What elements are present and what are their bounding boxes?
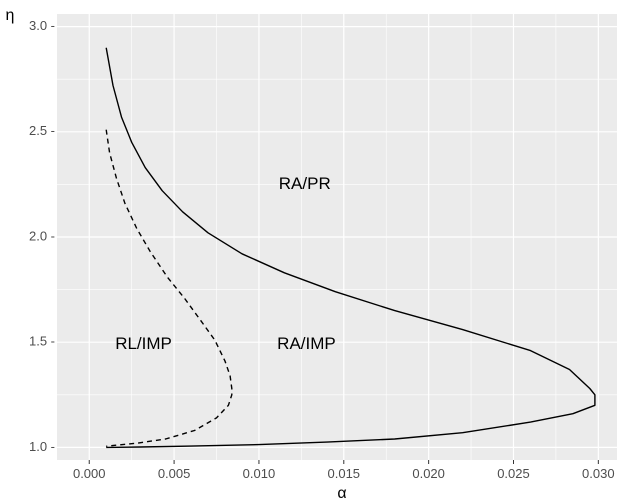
y-tick-label: 2.0 - xyxy=(29,228,55,243)
x-tick-label: 0.020 xyxy=(412,466,445,481)
y-axis: 1.0 - 1.5 - 2.0 - 2.5 - 3.0 - xyxy=(29,18,55,454)
region-label: RA/PR xyxy=(279,174,331,193)
region-label: RL/IMP xyxy=(115,334,172,353)
y-tick-label: 1.5 - xyxy=(29,334,55,349)
x-tick-label: 0.030 xyxy=(582,466,615,481)
region-label: RA/IMP xyxy=(277,334,336,353)
x-tick-label: 0.005 xyxy=(158,466,191,481)
series-group xyxy=(105,47,596,449)
annotation-group: RA/PR RL/IMP RA/IMP xyxy=(115,174,336,353)
grid xyxy=(57,14,617,460)
x-axis: 0.000 0.005 0.010 0.015 0.020 0.025 0.030 xyxy=(73,460,615,481)
solid-boundary-line xyxy=(105,47,596,449)
y-axis-title: η xyxy=(6,7,15,24)
x-tick-label: 0.015 xyxy=(328,466,361,481)
dashed-boundary-line xyxy=(105,129,233,447)
x-tick-label: 0.010 xyxy=(243,466,276,481)
x-axis-title: α xyxy=(337,485,346,502)
x-tick-label: 0.025 xyxy=(497,466,530,481)
y-tick-label: 2.5 - xyxy=(29,123,55,138)
x-tick-label: 0.000 xyxy=(73,466,106,481)
y-tick-label: 1.0 - xyxy=(29,439,55,454)
y-tick-label: 3.0 - xyxy=(29,18,55,33)
